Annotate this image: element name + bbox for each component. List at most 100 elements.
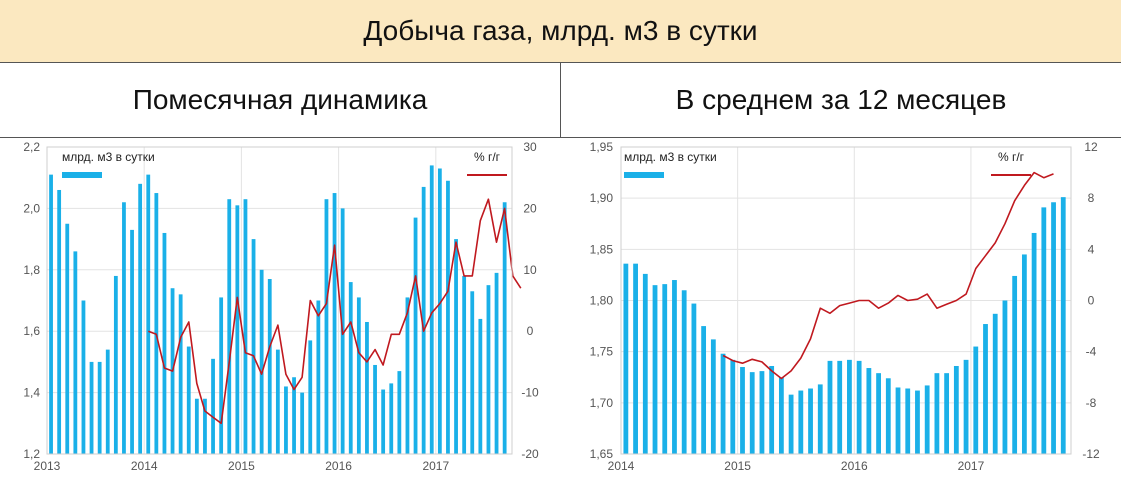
bar: [1051, 202, 1056, 454]
y-left-tick-label: 1,70: [590, 396, 614, 410]
bar: [284, 386, 288, 454]
bar: [973, 346, 979, 454]
bar: [502, 202, 507, 454]
y-right-tick-label: 0: [1088, 294, 1095, 308]
bar: [413, 217, 418, 454]
bar: [953, 365, 959, 454]
average-chart: 1,65 1,70 1,75 1,80 1,85 1,90 1,95 -12 -8 -4 0 4 8 12…: [590, 140, 1100, 473]
bar: [478, 318, 483, 454]
legend-left-label: млрд. м3 в сутки: [62, 150, 155, 164]
bar: [267, 279, 272, 454]
bar: [57, 189, 62, 455]
x-tick-label: 2013: [34, 459, 61, 473]
bar: [769, 365, 775, 454]
bar: [89, 361, 94, 454]
bar: [194, 398, 199, 454]
bar: [1021, 254, 1027, 454]
legend-left-label: млрд. м3 в сутки: [624, 150, 717, 164]
bar: [365, 321, 369, 454]
bar: [740, 367, 745, 454]
legend-left-swatch: [624, 172, 664, 178]
bar: [227, 199, 232, 454]
x-tick-label: 2017: [958, 459, 985, 473]
yoy-line: [148, 198, 522, 425]
y-right-tick-label: -8: [1086, 396, 1097, 410]
bar: [662, 284, 668, 454]
bar: [454, 239, 458, 454]
bar: [397, 371, 402, 454]
x-tick-label: 2016: [325, 459, 352, 473]
plot-frame: [620, 146, 1072, 455]
bar: [243, 199, 248, 454]
bar: [373, 364, 377, 454]
bar: [259, 269, 264, 454]
y-right-tick-label: 0: [527, 324, 534, 338]
yoy-line: [722, 171, 1054, 380]
bar: [308, 340, 313, 454]
bar: [300, 392, 305, 454]
monthly-chart: 1,2 1,4 1,6 1,8 2,0 2,2 -20 -10 0 10 20 30 2013 2014 2…: [23, 140, 539, 473]
legend-right-label: % г/г: [998, 150, 1025, 164]
y-right-tick-label: 10: [523, 263, 537, 277]
bar: [730, 359, 736, 454]
bar: [798, 390, 804, 454]
bar: [895, 387, 901, 454]
bar: [65, 223, 70, 454]
y-left-tick-label: 1,65: [590, 447, 614, 461]
y-right-tick-label: 30: [523, 140, 537, 154]
y-right-tick-label: 12: [1084, 140, 1098, 154]
bar: [113, 275, 118, 454]
bar: [437, 168, 442, 455]
y-left-tick-label: 1,85: [590, 242, 614, 256]
bar: [405, 297, 410, 454]
bar: [186, 346, 191, 454]
bar: [866, 368, 872, 454]
bar: [847, 359, 852, 454]
bar: [1031, 232, 1037, 454]
y-right-tick-label: -12: [1082, 447, 1100, 461]
bar: [178, 294, 183, 454]
right-chart-title: В среднем за 12 месяцев: [561, 63, 1121, 138]
y-left-tick-label: 1,95: [590, 140, 614, 154]
bar: [356, 297, 361, 454]
bar: [1060, 197, 1066, 454]
x-tick-label: 2015: [228, 459, 255, 473]
bar: [429, 165, 434, 455]
bar: [876, 373, 881, 454]
bar: [348, 282, 353, 454]
x-tick-label: 2014: [608, 459, 635, 473]
bar: [983, 324, 988, 454]
bar: [389, 383, 394, 454]
bar: [81, 300, 86, 454]
y-left-tick-label: 1,2: [23, 447, 40, 461]
bar: [332, 193, 337, 455]
bar: [130, 229, 134, 454]
plot-frame: [46, 146, 513, 455]
bar: [494, 272, 499, 454]
bar: [138, 183, 143, 454]
y-right-tick-label: -4: [1086, 345, 1097, 359]
y-left-tick-label: 1,8: [23, 263, 40, 277]
bar: [203, 398, 207, 454]
main-title: Добыча газа, млрд. м3 в сутки: [0, 0, 1121, 63]
bar: [672, 280, 677, 454]
bar: [275, 349, 280, 454]
bar: [856, 360, 862, 454]
bar: [292, 377, 296, 454]
bar: [219, 297, 224, 454]
bar: [642, 273, 648, 454]
y-right-tick-label: -10: [521, 386, 539, 400]
bar: [381, 389, 386, 454]
bar: [710, 339, 716, 454]
bar: [421, 186, 426, 454]
bar: [1012, 275, 1018, 454]
bar: [235, 205, 240, 454]
bar: [924, 385, 930, 454]
bar: [885, 378, 891, 454]
bar: [759, 371, 765, 454]
bar: [701, 326, 707, 454]
bar: [944, 373, 950, 454]
y-right-tick-label: 20: [523, 201, 537, 215]
bar: [934, 373, 940, 454]
y-right-tick-label: 4: [1088, 242, 1095, 256]
